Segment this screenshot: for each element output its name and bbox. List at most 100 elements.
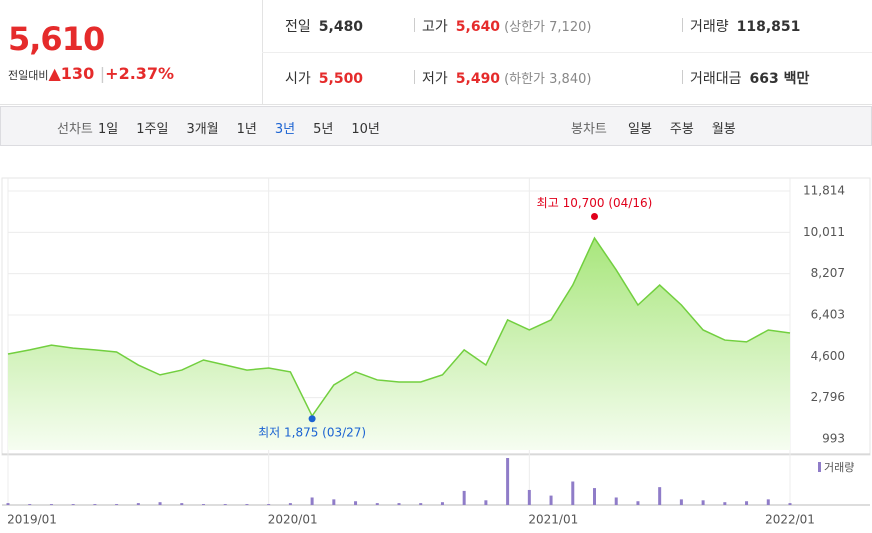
volume-bar [136, 503, 140, 505]
summary-value: 5,480 [318, 19, 364, 35]
area [8, 238, 790, 450]
x-tick-label: 2019/01 [7, 513, 57, 527]
chart: 993 2,796 4,600 6,403 8,207 10,011 11,814 2019/… [1, 177, 871, 527]
x-tick-label: 2022/01 [765, 513, 815, 527]
volume-bar [71, 504, 75, 505]
summary-note: (상한가 7,120) [504, 20, 592, 35]
summary-cell: 거래대금 663 백만 [690, 68, 809, 88]
volume-bar [49, 504, 53, 505]
volume-bar [202, 504, 205, 505]
volume-bar [397, 503, 401, 505]
volume-bar [571, 481, 575, 505]
change: 전일대비▲130 |+2.37% [8, 64, 175, 83]
summary-note: (하한가 3,840) [504, 72, 592, 87]
separator [414, 70, 415, 84]
volume-bar [723, 502, 727, 505]
volume-bar [658, 487, 662, 505]
legend-label: 거래량 [824, 461, 854, 474]
price-line [7, 236, 791, 418]
tab-bar: 선차트 1일 1주일 3개월 1년 3년 5년 10년 봉차트 일봉 주봉 월봉 [0, 106, 872, 146]
y-tick-label: 10,011 [803, 225, 845, 239]
annotation-label: 최고 10,700 (04/16) [537, 196, 653, 210]
tab[interactable]: 1년 [236, 122, 257, 137]
summary-label: 거래량 [690, 19, 729, 35]
tab[interactable]: 주봉 [669, 122, 694, 137]
y-tick-label: 4,600 [811, 349, 845, 363]
tab[interactable]: 1일 [98, 122, 119, 137]
volume-bar [745, 501, 749, 505]
price: 5,610 [8, 20, 105, 58]
tab[interactable]: 5년 [313, 122, 334, 137]
volume-bar [267, 504, 271, 505]
tab[interactable]: 월봉 [711, 122, 736, 137]
summary-value: 118,851 [736, 19, 801, 35]
change-value: 130 [60, 64, 95, 83]
volume-bar [332, 499, 336, 505]
volume-bar [180, 503, 184, 505]
summary-value: 5,490 [455, 71, 501, 87]
annotation-dot [308, 415, 316, 423]
tab[interactable]: 3개월 [186, 122, 219, 137]
y-tick-label: 11,814 [803, 184, 845, 198]
legend-swatch [818, 462, 821, 472]
volume-bar [527, 489, 531, 505]
volume-bar [614, 497, 618, 505]
change-rate: +2.37% [105, 64, 175, 83]
volume-bar [115, 504, 119, 505]
summary-value: 663 백만 [749, 71, 810, 87]
volume-bar [766, 499, 770, 505]
volume-bar [701, 500, 705, 505]
direction: ▲ [48, 64, 61, 83]
summary-cell: 시가 5,500 [285, 68, 363, 88]
annotation-label: 최저 1,875 (03/27) [258, 425, 366, 439]
tab[interactable]: 3년 [274, 122, 296, 137]
change-label: 전일대비 [8, 69, 49, 82]
volume-bar [549, 495, 553, 505]
volume-bar [93, 504, 97, 505]
tab-group-label: 선차트 [57, 122, 93, 137]
volume-bar [484, 500, 488, 505]
summary-value: 5,500 [318, 71, 364, 87]
summary-cell: 고가 5,640 (상한가 7,120) [422, 16, 591, 36]
volume-bar [593, 488, 596, 505]
volume-bar [28, 504, 32, 505]
divider [262, 52, 872, 53]
volume-bar [440, 502, 444, 505]
volume-bar [636, 501, 640, 505]
separator [682, 18, 683, 32]
y-tick-label: 6,403 [811, 308, 845, 322]
volume-bar [245, 504, 249, 505]
summary-label: 고가 [422, 19, 448, 35]
volume-bar [506, 458, 510, 505]
quote-panel: 5,610 전일대비▲130 |+2.37% 전일 5,480 고가 5,640 (상한… [0, 0, 872, 105]
summary-label: 전일 [285, 19, 311, 35]
volume-bar [310, 497, 314, 505]
summary-label: 거래대금 [690, 71, 742, 87]
y-tick-label: 8,207 [811, 266, 845, 280]
price-box: 5,610 전일대비▲130 |+2.37% [0, 0, 263, 104]
x-tick-label: 2020/01 [268, 513, 318, 527]
annotation-dot [591, 213, 598, 221]
separator [682, 70, 683, 84]
y-tick-label: 993 [822, 432, 845, 446]
separator [414, 18, 415, 32]
volume-bar [6, 503, 10, 505]
summary-value: 5,640 [455, 19, 501, 35]
volume-bar [679, 499, 683, 505]
volume-bar [223, 504, 227, 505]
volume-bar [375, 503, 379, 505]
tab-group-label: 봉차트 [571, 122, 607, 137]
summary-cell: 저가 5,490 (하한가 3,840) [422, 68, 591, 88]
volume-bar [788, 503, 792, 505]
volume-bar [158, 502, 162, 505]
tab[interactable]: 일봉 [628, 122, 652, 137]
summary-label: 저가 [422, 71, 448, 87]
volume-bar [354, 501, 358, 505]
volume-bar [419, 503, 423, 505]
tab[interactable]: 10년 [351, 122, 380, 137]
y-tick-label: 2,796 [811, 390, 845, 404]
plot-frame [1, 177, 871, 456]
tab[interactable]: 1주일 [136, 122, 169, 137]
volume-bar [462, 490, 466, 505]
summary-cell: 전일 5,480 [285, 16, 363, 36]
